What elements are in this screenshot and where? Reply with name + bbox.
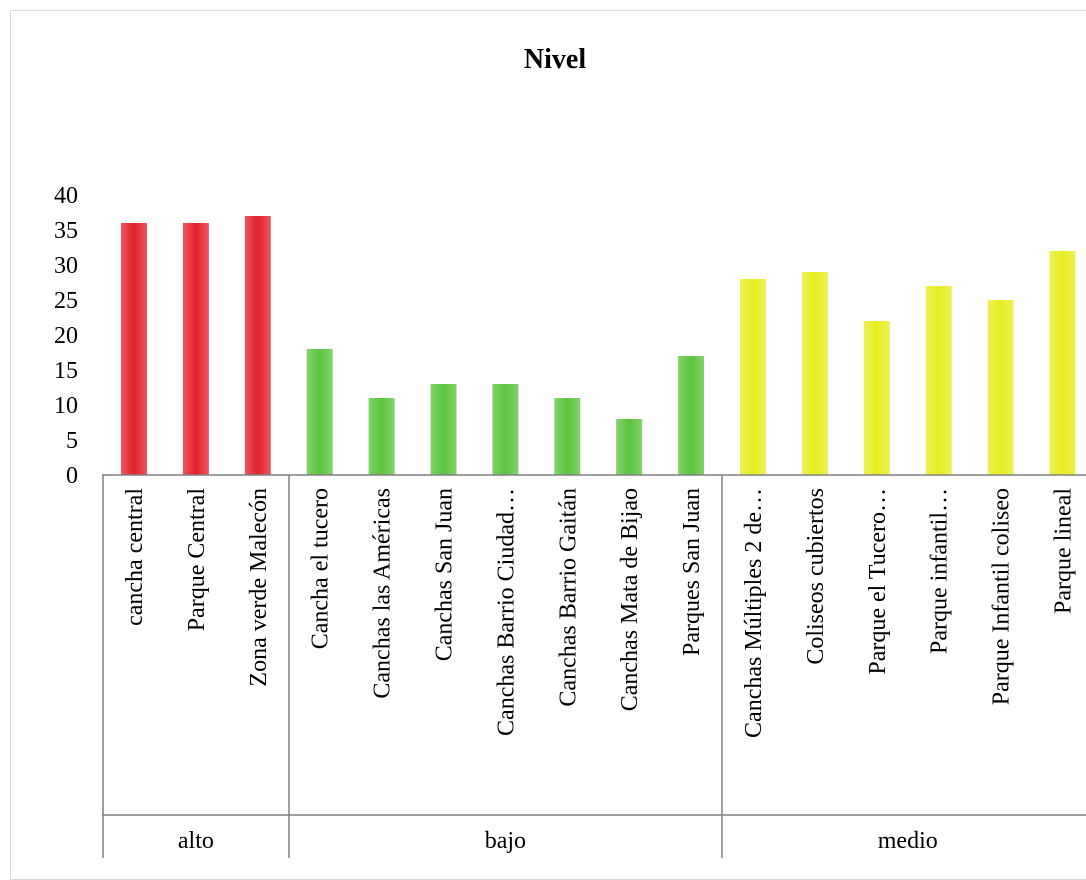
y-tick-label: 40 bbox=[54, 183, 78, 209]
bar bbox=[368, 398, 395, 475]
category-label: Canchas Mata de Bijao bbox=[617, 488, 643, 711]
y-tick-label: 0 bbox=[66, 463, 78, 489]
category-label: Canchas Barrio Ciudad… bbox=[493, 488, 519, 736]
bar bbox=[244, 216, 271, 475]
bar bbox=[987, 300, 1014, 475]
bar bbox=[616, 419, 643, 475]
y-axis-ticks: 0 5 10 15 20 25 30 35 40 bbox=[54, 183, 78, 489]
y-tick-label: 35 bbox=[54, 218, 78, 244]
group-label: medio bbox=[878, 828, 938, 854]
category-label: Parques San Juan bbox=[679, 488, 705, 656]
category-label: Coliseos cubiertos bbox=[803, 488, 829, 665]
axes bbox=[102, 474, 1086, 858]
y-tick-label: 15 bbox=[54, 358, 78, 384]
category-label: Parque lineal bbox=[1051, 488, 1077, 614]
category-label: Parque Infantil coliseo bbox=[989, 488, 1015, 705]
category-label: Zona verde Malecón bbox=[246, 488, 272, 687]
category-label: cancha central bbox=[122, 488, 148, 626]
category-label: Parque infantil… bbox=[927, 488, 953, 654]
chart-title: Nivel bbox=[524, 44, 586, 75]
y-tick-label: 30 bbox=[54, 253, 78, 279]
y-tick-label: 10 bbox=[54, 393, 78, 419]
bar bbox=[863, 321, 890, 475]
y-tick-label: 25 bbox=[54, 288, 78, 314]
bar bbox=[182, 223, 209, 475]
bar bbox=[1049, 251, 1076, 475]
bar bbox=[306, 349, 333, 475]
bar bbox=[554, 398, 581, 475]
bar bbox=[925, 286, 952, 475]
category-labels: cancha central Parque Central Zona verde M… bbox=[122, 488, 1077, 738]
category-label: Canchas las Américas bbox=[370, 488, 396, 699]
y-tick-label: 20 bbox=[54, 323, 78, 349]
category-label: Canchas Múltiples 2 de… bbox=[741, 488, 767, 738]
bar bbox=[492, 384, 519, 475]
bar bbox=[801, 272, 828, 475]
category-label: Cancha el tucero bbox=[308, 488, 334, 649]
category-label: Parque el Tucero… bbox=[865, 488, 891, 675]
bars bbox=[121, 216, 1076, 475]
bar bbox=[740, 279, 766, 475]
group-label: bajo bbox=[485, 828, 526, 854]
y-tick-label: 5 bbox=[66, 428, 78, 454]
category-label: Parque Central bbox=[184, 488, 210, 632]
category-label: Canchas Barrio Gaitán bbox=[555, 488, 581, 707]
group-label: alto bbox=[178, 828, 214, 854]
group-labels: alto bajo medio bbox=[178, 828, 938, 854]
bar bbox=[121, 223, 147, 475]
category-label: Canchas San Juan bbox=[432, 488, 458, 661]
bar bbox=[678, 356, 705, 475]
bar bbox=[430, 384, 457, 475]
